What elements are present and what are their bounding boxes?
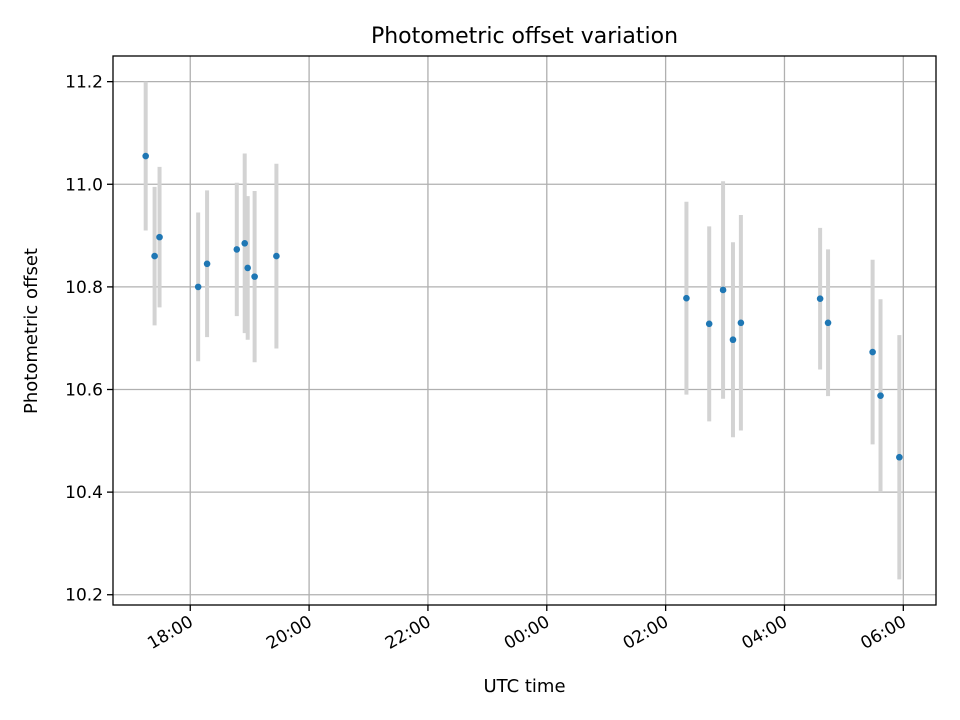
data-point <box>156 233 163 241</box>
data-point <box>203 260 211 268</box>
data-point <box>824 319 832 327</box>
data-point <box>683 294 690 302</box>
data-point <box>151 252 158 260</box>
y-tick-label: 10.4 <box>65 483 103 503</box>
y-tick-label: 11.0 <box>65 175 103 195</box>
data-point <box>251 273 258 280</box>
data-points <box>142 152 903 461</box>
data-point <box>705 320 713 328</box>
data-point <box>241 239 249 247</box>
data-point <box>244 264 251 272</box>
y-tick-label: 10.2 <box>65 586 103 606</box>
data-point <box>273 252 280 260</box>
grid-lines <box>113 56 936 605</box>
data-point <box>142 152 149 160</box>
data-point <box>729 336 737 344</box>
data-point <box>737 319 745 327</box>
data-point <box>877 392 884 399</box>
y-tick-label: 10.8 <box>65 278 103 298</box>
y-tick-label: 10.6 <box>65 381 103 401</box>
data-point <box>719 286 727 294</box>
y-axis-label: Photometric offset <box>21 248 42 414</box>
data-point <box>194 283 202 291</box>
data-point <box>869 348 876 356</box>
data-point <box>896 453 903 461</box>
y-tick-label: 11.2 <box>65 73 103 93</box>
plot-frame <box>112 55 937 606</box>
data-point <box>233 246 241 253</box>
x-axis-label: UTC time <box>483 676 565 697</box>
data-point <box>816 295 824 302</box>
chart-title: Photometric offset variation <box>371 24 678 49</box>
